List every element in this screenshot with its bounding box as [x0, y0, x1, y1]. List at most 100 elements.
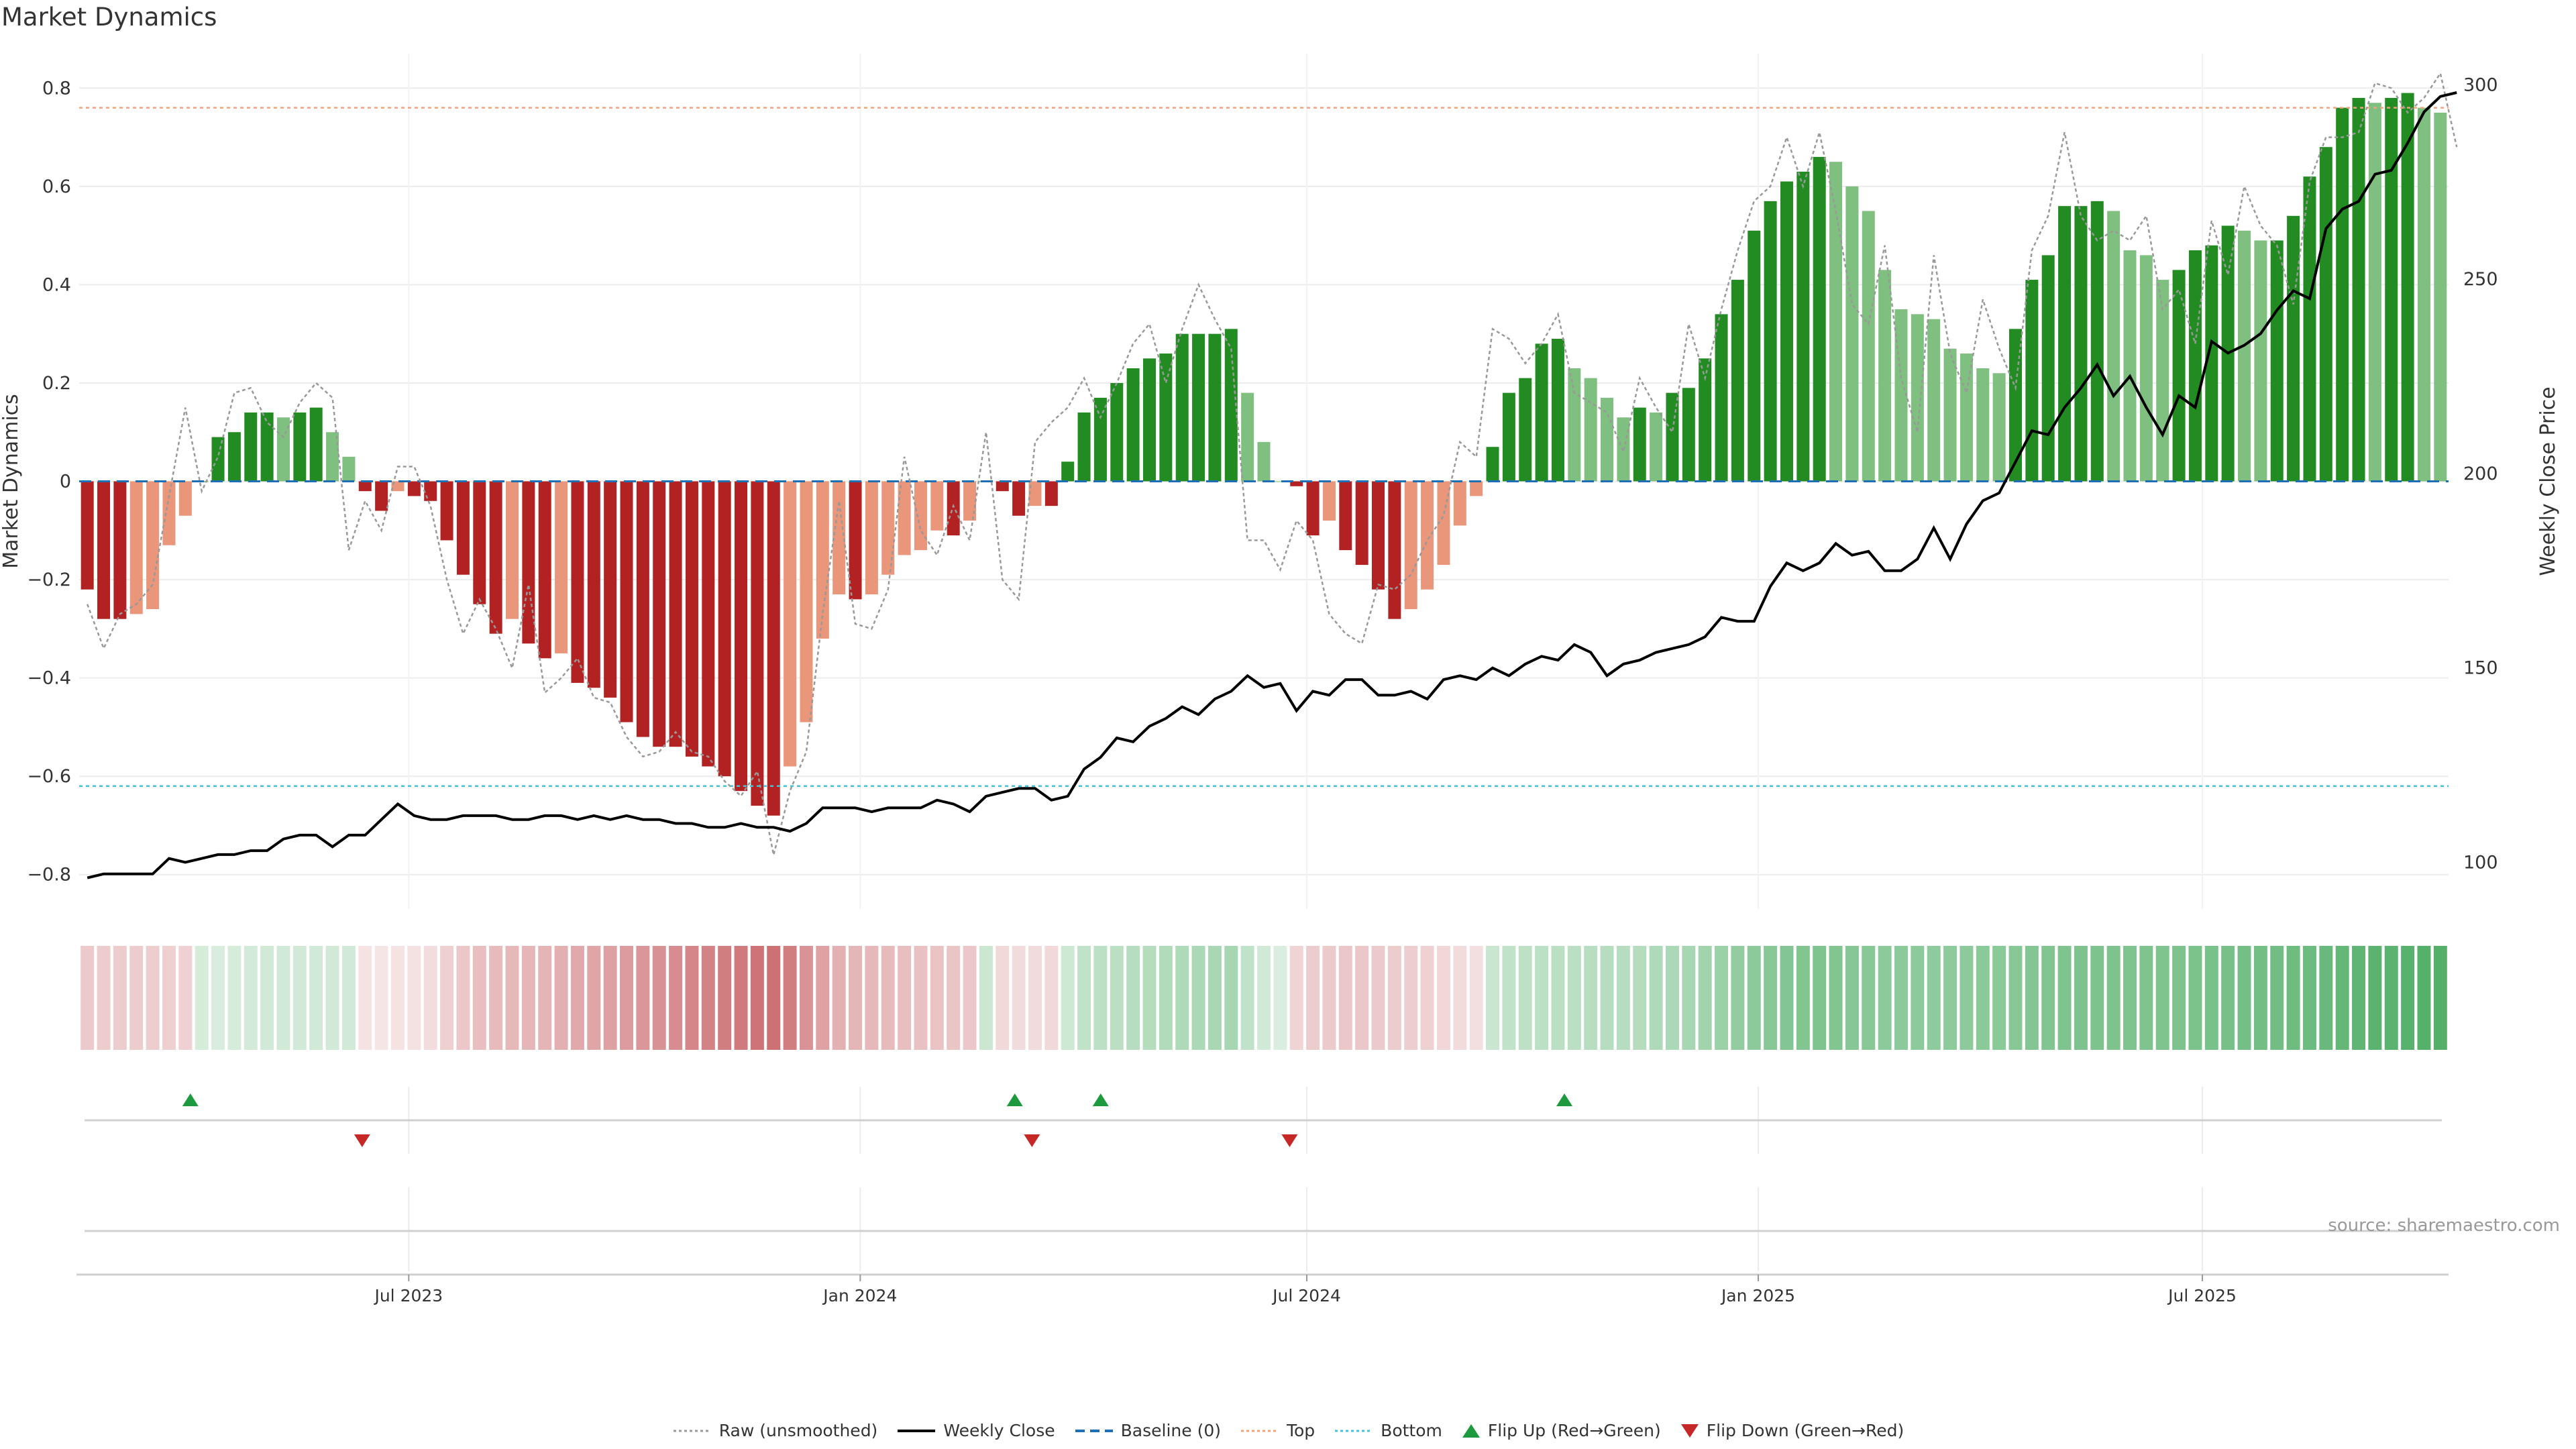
md-bar	[833, 481, 846, 595]
band-cell	[1289, 946, 1303, 1050]
md-bar	[1355, 481, 1368, 566]
md-bar	[276, 417, 290, 482]
md-bar	[97, 481, 111, 619]
band-cell	[129, 946, 144, 1050]
band-cell	[146, 946, 160, 1050]
md-bar	[2385, 97, 2398, 482]
md-bar	[260, 412, 274, 482]
md-bar	[2434, 112, 2447, 482]
md-bar	[2172, 270, 2186, 482]
band-cell	[1012, 946, 1026, 1050]
band-cell	[947, 946, 961, 1050]
band-cell	[1649, 946, 1663, 1050]
band-cell	[1796, 946, 1810, 1050]
band-cell	[521, 946, 535, 1050]
band-cell	[669, 946, 683, 1050]
band-cell	[489, 946, 503, 1050]
band-cell	[1747, 946, 1761, 1050]
md-bar	[718, 481, 731, 777]
band-cell	[799, 946, 813, 1050]
band-cell	[80, 946, 95, 1050]
md-bar	[456, 481, 470, 575]
band-cell	[1322, 946, 1336, 1050]
triangle-up-icon	[1462, 1424, 1480, 1438]
md-bar	[751, 481, 764, 806]
y-tick-label: 0	[60, 472, 71, 492]
band-cell	[783, 946, 797, 1050]
band-cell	[816, 946, 830, 1050]
md-bar	[1829, 162, 1843, 482]
y-tick-label: −0.2	[27, 570, 71, 590]
band-cell	[1584, 946, 1598, 1050]
band-cell	[2008, 946, 2023, 1050]
band-cell	[292, 946, 307, 1050]
band-cell	[1159, 946, 1173, 1050]
md-bar	[2041, 255, 2055, 482]
band-cell	[636, 946, 650, 1050]
md-bar	[1142, 358, 1156, 482]
band-cell	[963, 946, 977, 1050]
md-bar	[1976, 368, 1990, 482]
band-cell	[1927, 946, 1941, 1050]
y-tick-label: 0.4	[42, 274, 71, 295]
md-bar	[424, 481, 437, 501]
md-bar	[1715, 314, 1728, 482]
band-cell	[2319, 946, 2333, 1050]
md-bar	[1633, 407, 1646, 482]
md-bar	[1159, 353, 1173, 482]
band-cell	[1355, 946, 1369, 1050]
legend-item-baseline: Baseline (0)	[1074, 1421, 1221, 1440]
y-tick-label: 0.6	[42, 176, 71, 197]
band-cell	[2433, 946, 2447, 1050]
band-cell	[2253, 946, 2267, 1050]
band-cell	[603, 946, 617, 1050]
md-bar	[2287, 215, 2300, 482]
band-cell	[1698, 946, 1712, 1050]
md-bar	[293, 412, 307, 482]
md-bar	[178, 481, 192, 516]
md-bar	[2352, 97, 2365, 482]
md-bar	[2368, 103, 2381, 482]
md-bar	[358, 481, 372, 492]
band-cell	[2172, 946, 2186, 1050]
band-cell	[1387, 946, 1401, 1050]
md-bar	[2107, 211, 2121, 482]
color-band-strip	[80, 946, 2447, 1050]
md-bar	[1502, 392, 1515, 482]
band-cell	[718, 946, 732, 1050]
band-cell	[1780, 946, 1794, 1050]
band-cell	[1764, 946, 1778, 1050]
md-bar	[685, 481, 698, 757]
band-cell	[1943, 946, 1957, 1050]
band-cell	[1682, 946, 1696, 1050]
md-bar	[2303, 176, 2316, 482]
band-cell	[195, 946, 209, 1050]
band-cell	[1960, 946, 1974, 1050]
md-bar	[1796, 171, 1810, 482]
md-bar	[1601, 397, 1614, 482]
band-cell	[620, 946, 634, 1050]
flip-up-marker	[182, 1093, 199, 1106]
band-cell	[587, 946, 601, 1050]
md-bar	[1372, 481, 1385, 590]
band-cell	[178, 946, 193, 1050]
md-bar	[1388, 481, 1401, 619]
md-bar	[1470, 481, 1483, 496]
band-cell	[1976, 946, 1990, 1050]
md-bar	[506, 481, 519, 619]
source-label: source: sharemaestro.com	[2328, 1216, 2560, 1236]
band-cell	[1436, 946, 1450, 1050]
band-cell	[1551, 946, 1565, 1050]
band-cell	[2155, 946, 2169, 1050]
band-cell	[407, 946, 421, 1050]
band-cell	[211, 946, 225, 1050]
band-cell	[767, 946, 781, 1050]
md-bar	[146, 481, 160, 610]
md-bar	[1339, 481, 1352, 551]
band-cell	[930, 946, 944, 1050]
md-bar	[735, 481, 748, 792]
band-cell	[2188, 946, 2202, 1050]
x-tick-label: Jul 2024	[1271, 1286, 1341, 1305]
band-cell	[341, 946, 356, 1050]
md-bar	[2401, 93, 2414, 482]
